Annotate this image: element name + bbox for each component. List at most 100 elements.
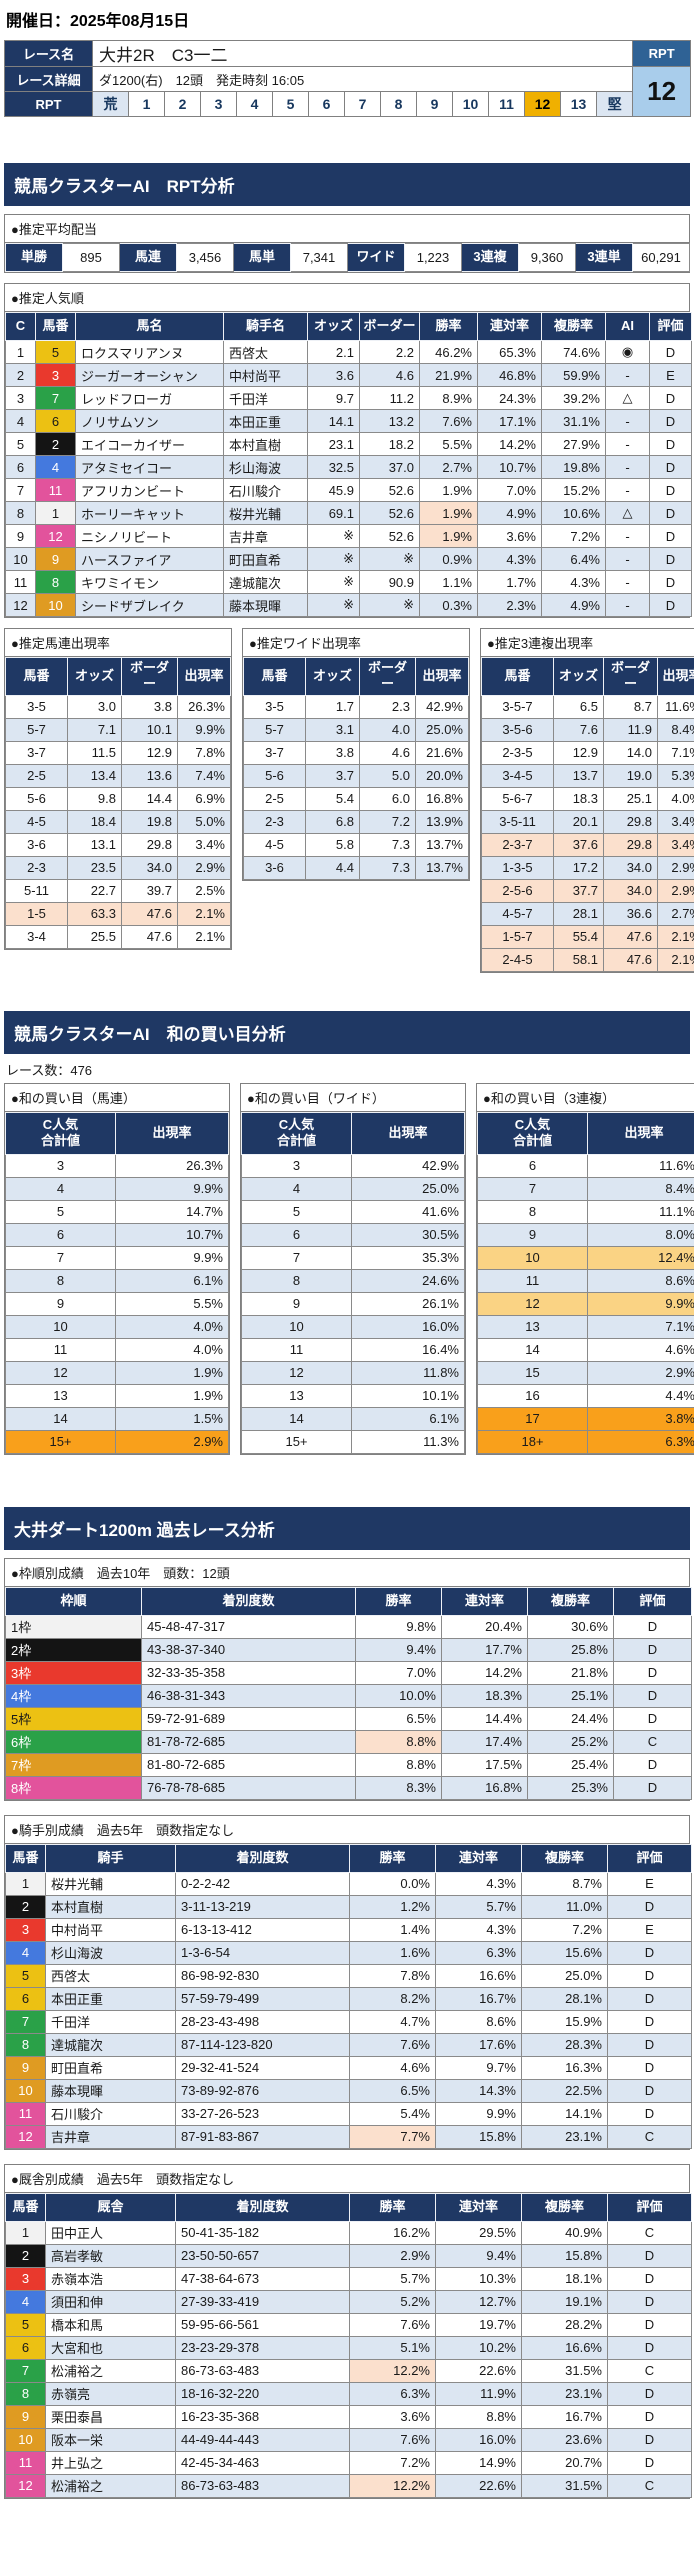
cell-horse-name: ノリサムソン [75,409,224,433]
cell-ai-mark: ◉ [605,340,650,364]
sanrenpuku-label: ●推定3連複出現率 [481,629,694,657]
cell-rate: 10.1% [351,1383,465,1408]
table-row: 4 9.9% [5,1176,229,1201]
cell-jockey-name: 桜井光輔 [223,501,308,525]
cell-evaluation: D [607,2335,692,2360]
table-row: 1 桜井光輔 0-2-2-42 0.0% 4.3% 8.7% E [5,1871,692,1896]
table-row: 2 本村直樹 3-11-13-219 1.2% 5.7% 11.0% D [5,1894,692,1919]
cell-record: 33-27-26-523 [175,2101,350,2126]
cell-win-rate: 8.9% [419,386,478,410]
cell-quinella-rate: 5.7% [435,1894,522,1919]
cell-popularity-sum: 12 [5,1360,116,1385]
table-row: 8 達城龍次 87-114-123-820 7.6% 17.6% 28.3% D [5,2032,692,2057]
cell-show-rate: 15.6% [521,1940,608,1965]
cell-show-rate: 15.2% [541,478,606,502]
table-row: 15+ 11.3% [241,1429,465,1454]
rpt-scale-cell: 2 [164,91,201,117]
table-row: 8 24.6% [241,1268,465,1293]
cell-horse-number: 3 [5,1917,46,1942]
rpt-scale-cell: 5 [272,91,309,117]
cell-rate: 30.5% [351,1222,465,1247]
wide-box: ●推定ワイド出現率 馬番 オッズ ボーダー 出現率 3-5 1.7 2.3 42… [242,628,470,881]
cell-show-rate: 30.6% [527,1614,614,1639]
cell-odds: ※ [307,547,360,571]
cell-frame: 2枠 [5,1637,142,1662]
cell-rate: 20.0% [415,763,469,788]
cell-border: ※ [359,547,420,571]
table-row: 7 8.4% [477,1176,694,1201]
col-header: 勝率 [349,1843,436,1873]
cell-person-name: 橋本和馬 [45,2312,176,2337]
cell-win-rate: 8.2% [349,1986,436,2011]
cell-show-rate: 21.8% [527,1660,614,1685]
cell-show-rate: 15.9% [521,2009,608,2034]
cell-border: 29.8 [121,832,178,857]
table-row: 4-5 18.4 19.8 5.0% [5,809,231,834]
cell-show-rate: 25.8% [527,1637,614,1662]
cell-jockey-name: 藤本現暉 [223,593,308,617]
cell-horse-number: 1 [35,501,76,525]
cell-horse-name: レッドフローガ [75,386,224,410]
cell-rate: 2.5% [177,878,231,903]
cell-combination: 2-5-6 [481,878,554,903]
cell-popularity-sum: 3 [241,1153,352,1178]
waku-box: ●枠順別成績 過去10年 頭数：12頭 枠順 着別度数 勝率 連対率 複勝率 評… [4,1557,692,1801]
stable-table: 馬番 厩舎 着別度数 勝率 連対率 複勝率 評価 1 田中正人 50-41-35… [5,2192,692,2498]
cell-person-name: 赤嶺亮 [45,2381,176,2406]
cell-rate: 4.6% [587,1337,694,1362]
rpt-scale-cell: 3 [200,91,237,117]
cell-rate: 2.1% [177,924,231,949]
cell-show-rate: 7.2% [521,1917,608,1942]
cell-evaluation: E [649,363,692,387]
col-header: 出現率 [351,1111,465,1155]
cell-evaluation: D [613,1683,692,1708]
cell-frame: 6枠 [5,1729,142,1754]
table-row: 10 12.4% [477,1245,694,1270]
cell-rate: 11.8% [351,1360,465,1385]
cell-ai-mark: - [605,478,650,502]
cell-person-name: 栗田泰昌 [45,2404,176,2429]
umaren-label: ●推定馬連出現率 [5,629,231,657]
cell-quinella-rate: 14.3% [435,2078,522,2103]
rpt-scale-cell: 11 [488,91,525,117]
cell-evaluation: D [607,2289,692,2314]
cell-ai-mark: - [605,524,650,548]
cell-rate: 8.4% [657,717,694,742]
cell-border: 6.0 [359,786,416,811]
cell-evaluation: C [613,1729,692,1754]
cell-combination: 5-6 [5,786,68,811]
cell-show-rate: 18.1% [521,2266,608,2291]
cell-rate: 14.7% [115,1199,229,1224]
cell-frame: 7枠 [5,1752,142,1777]
cell-evaluation: D [613,1752,692,1777]
race-info-table: レース名 大井2R C3一二 RPT レース詳細 ダ1200(右) 12頭 発走… [4,40,692,117]
cell-rate: 3.4% [177,832,231,857]
cell-rate: 8.6% [587,1268,694,1293]
section-title-rpt: 競馬クラスターAI RPT分析 [4,163,690,206]
pair-tables: ●推定馬連出現率 馬番 オッズ ボーダー 出現率 3-5 3.0 3.8 26.… [4,628,694,973]
col-header: ボーダー [121,657,178,696]
cell-popularity-sum: 18+ [477,1429,588,1454]
cell-horse-number: 2 [5,1894,46,1919]
cell-record: 86-98-92-830 [175,1963,350,1988]
cell-combination: 3-5 [5,694,68,719]
cell-person-name: 田中正人 [45,2220,176,2245]
cell-show-rate: 10.6% [541,501,606,525]
cell-border: 4.0 [359,717,416,742]
wide-body: 3-5 1.7 2.3 42.9% 5-7 3.1 4.0 25.0% 3-7 … [243,694,469,880]
cell-popularity-sum: 12 [241,1360,352,1385]
cell-border: 52.6 [359,478,420,502]
cell-record: 87-114-123-820 [175,2032,350,2057]
cell-popularity-sum: 6 [241,1222,352,1247]
cell-border: 19.8 [121,809,178,834]
table-row: 6 大宮和也 23-23-29-378 5.1% 10.2% 16.6% D [5,2335,692,2360]
cell-show-rate: 27.9% [541,432,606,456]
cell-win-rate: 9.8% [355,1614,442,1639]
cell-quinella-rate: 18.3% [441,1683,528,1708]
cell-border: 47.6 [603,924,658,949]
table-row: 2-3 6.8 7.2 13.9% [243,809,469,834]
cell-combination: 2-3 [243,809,306,834]
cell-odds: ※ [307,524,360,548]
cell-quinella-rate: 14.9% [435,2450,522,2475]
cell-rank: 10 [5,547,36,571]
